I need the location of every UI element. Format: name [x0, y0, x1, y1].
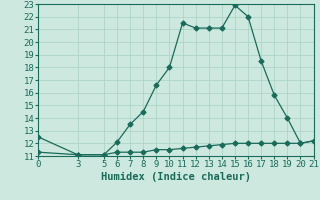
X-axis label: Humidex (Indice chaleur): Humidex (Indice chaleur) — [101, 172, 251, 182]
